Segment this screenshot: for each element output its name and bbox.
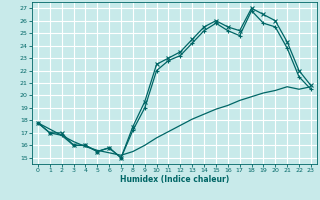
X-axis label: Humidex (Indice chaleur): Humidex (Indice chaleur)	[120, 175, 229, 184]
